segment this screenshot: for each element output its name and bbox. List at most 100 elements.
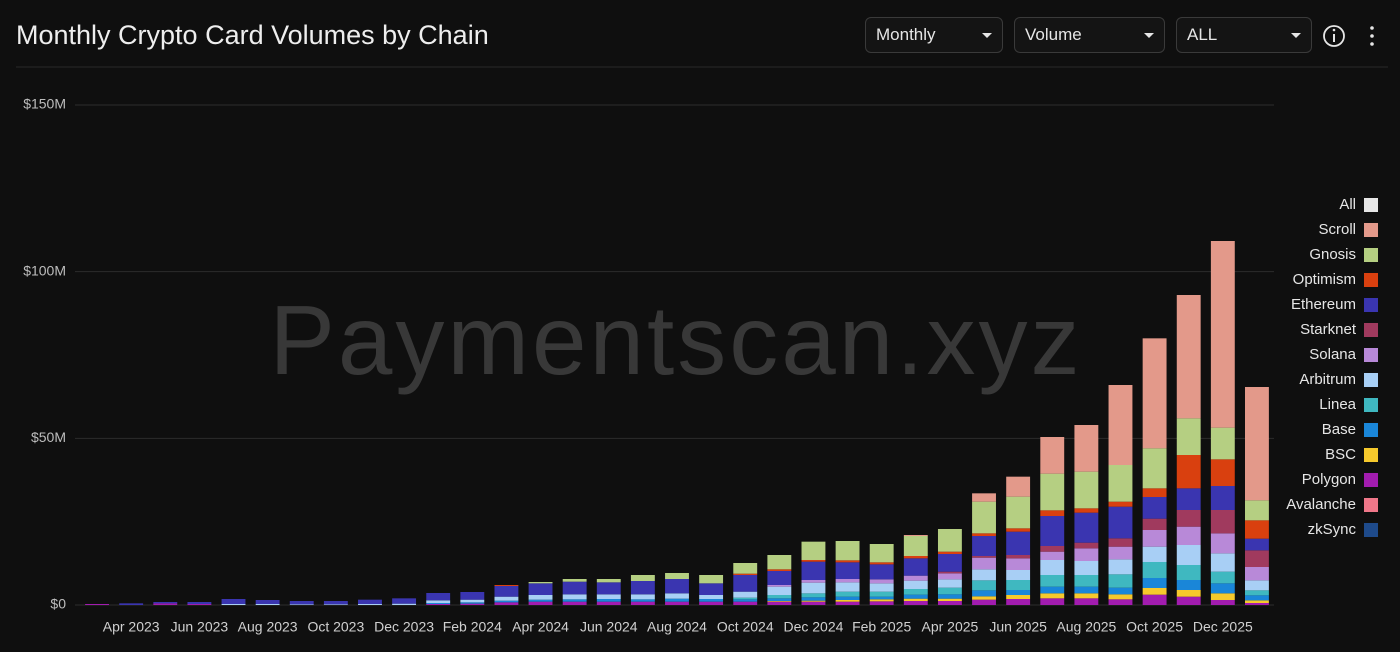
bar-segment [562, 594, 587, 600]
bar-segment [358, 599, 382, 604]
bar-segment [903, 589, 928, 595]
metric-dropdown[interactable]: Volume [1014, 17, 1165, 53]
bar-segment [869, 562, 894, 565]
bar-segment [1108, 546, 1133, 560]
bar-segment [767, 601, 792, 605]
bar-segment [835, 600, 860, 602]
bar-segment [460, 599, 485, 603]
bar-segment [1108, 501, 1133, 507]
bar-segment [1142, 530, 1167, 547]
bar-segment [528, 599, 553, 602]
legend-swatch [1364, 398, 1378, 412]
legend-swatch [1364, 223, 1378, 237]
watermark: Paymentscan.xyz [270, 285, 1083, 395]
bar-segment [972, 536, 996, 556]
legend-item[interactable]: Ethereum [1291, 296, 1378, 313]
bar-segment [733, 575, 758, 592]
dropdown-label: Monthly [876, 25, 936, 44]
bar-segment [869, 596, 894, 600]
bar-segment [562, 599, 587, 602]
bar-segment [562, 579, 587, 582]
legend-item[interactable]: Scroll [1318, 221, 1378, 238]
bar-segment [1006, 555, 1031, 559]
bar-segment [1245, 550, 1269, 567]
bar-segment [221, 599, 246, 604]
x-tick-label: Oct 2024 [717, 619, 774, 635]
bar-segment [1142, 588, 1167, 595]
legend-label: zkSync [1308, 521, 1357, 538]
bar-segment [869, 591, 894, 597]
bar-segment [869, 544, 894, 563]
bar-segment [835, 596, 860, 600]
bar-segment [1245, 590, 1269, 596]
bar-segment [1176, 510, 1201, 527]
legend-item[interactable]: Avalanche [1286, 496, 1378, 513]
bar-segment [426, 600, 451, 603]
bar-segment [665, 598, 689, 602]
bar-segment [528, 582, 553, 584]
bar-segment [1142, 448, 1167, 489]
legend-item[interactable]: Gnosis [1309, 246, 1378, 263]
x-tick-label: Oct 2025 [1126, 619, 1183, 635]
legend-label: Base [1322, 421, 1356, 438]
bar-segment [1176, 565, 1201, 580]
bar-segment [767, 571, 792, 585]
legend-item[interactable]: Polygon [1302, 471, 1378, 488]
bar-segment [937, 554, 962, 572]
legend-item[interactable]: Linea [1319, 396, 1378, 413]
bar-segment [460, 592, 485, 600]
legend-item[interactable]: Base [1322, 421, 1378, 438]
bar-segment [426, 604, 451, 605]
bar-segment [1006, 476, 1031, 497]
x-tick-label: Aug 2024 [647, 619, 707, 635]
bar-segment [972, 501, 996, 534]
bar-segment [1245, 595, 1269, 601]
bar-segment [596, 599, 621, 602]
x-tick-label: Jun 2024 [580, 619, 638, 635]
legend-swatch [1364, 373, 1378, 387]
legend-item[interactable]: Arbitrum [1299, 371, 1378, 388]
bar-segment [358, 604, 382, 605]
bar-segment [1074, 425, 1099, 472]
x-tick-label: Aug 2023 [238, 619, 298, 635]
legend-label: Solana [1309, 346, 1356, 363]
bar-segment [1210, 427, 1235, 460]
bar-segment [1245, 387, 1269, 501]
bar-segment [665, 601, 689, 605]
chart-title: Monthly Crypto Card Volumes by Chain [16, 20, 489, 50]
bar-segment [1210, 510, 1235, 534]
bar-segment [1006, 528, 1031, 532]
legend-label: Polygon [1302, 471, 1356, 488]
bar-segment [289, 604, 314, 605]
bar-segment [1108, 506, 1133, 539]
bar-segment [1245, 500, 1269, 521]
bar-segment [1074, 586, 1099, 594]
bar-segment [801, 597, 826, 601]
bar-segment [1176, 295, 1201, 419]
bar-segment [1142, 497, 1167, 519]
legend-item[interactable]: zkSync [1308, 521, 1378, 538]
bar-segment [494, 596, 519, 601]
bar-segment [1210, 459, 1235, 486]
y-tick-label: $100M [23, 262, 66, 278]
legend-item[interactable]: BSC [1325, 446, 1378, 463]
legend-item[interactable]: Solana [1309, 346, 1378, 363]
legend-item[interactable]: Starknet [1300, 321, 1378, 338]
bar-segment [221, 604, 246, 605]
bar-segment [1006, 570, 1031, 580]
bar-segment [1176, 488, 1201, 510]
bar-segment [903, 536, 928, 556]
bar-segment [767, 569, 792, 571]
range-dropdown[interactable]: ALL [1176, 17, 1312, 53]
bar-segment [1040, 516, 1065, 546]
menu-icon[interactable] [1370, 26, 1374, 46]
bar-segment [937, 598, 962, 601]
bar-segment [903, 558, 928, 576]
bar-segment [665, 579, 689, 594]
bar-segment [972, 533, 996, 536]
legend-item[interactable]: Optimism [1293, 271, 1378, 288]
info-icon[interactable] [1323, 25, 1345, 47]
period-dropdown[interactable]: Monthly [865, 17, 1003, 53]
legend-item-all[interactable]: All [1339, 196, 1378, 213]
